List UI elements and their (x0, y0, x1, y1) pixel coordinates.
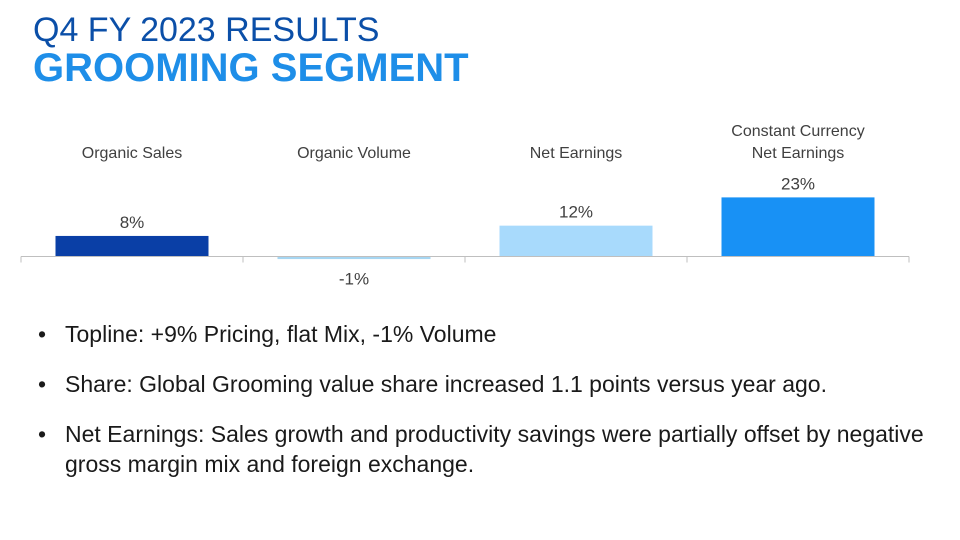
bar-4 (721, 197, 875, 257)
bullet-glyph: • (38, 321, 47, 347)
bullet-share: • Share: Global Grooming value share inc… (36, 369, 951, 399)
segment-bar-chart: 8% Organic Sales -1% Organic Volume 12% Net E… (20, 123, 910, 289)
data-label-4: 23% (781, 174, 815, 193)
data-label-1: 8% (120, 213, 145, 232)
category-label-4: Net Earnings (752, 145, 845, 162)
bullet-glyph: • (38, 421, 47, 447)
data-label-3: 12% (559, 203, 593, 222)
data-label-2: -1% (339, 270, 369, 289)
bullet-text: Share: Global Grooming value share incre… (65, 371, 827, 397)
title-line-2: GROOMING SEGMENT (33, 46, 469, 90)
bar-2 (277, 256, 431, 260)
bar-3 (499, 225, 653, 257)
category-label-3: Net Earnings (530, 145, 623, 162)
title-line-1: Q4 FY 2023 RESULTS (33, 11, 380, 49)
bullet-net-earnings: • Net Earnings: Sales growth and product… (36, 419, 951, 479)
bullet-text: Topline: +9% Pricing, flat Mix, -1% Volu… (65, 321, 497, 347)
category-label-2: Organic Volume (297, 145, 411, 162)
bullet-text: Net Earnings: Sales growth and productiv… (65, 421, 924, 477)
bullet-list: • Topline: +9% Pricing, flat Mix, -1% Vo… (36, 319, 951, 499)
bar-1 (55, 235, 209, 257)
category-label-1: Organic Sales (82, 145, 183, 162)
category-label-4: Constant Currency (731, 123, 864, 140)
bullet-topline: • Topline: +9% Pricing, flat Mix, -1% Vo… (36, 319, 951, 349)
bullet-glyph: • (38, 371, 47, 397)
